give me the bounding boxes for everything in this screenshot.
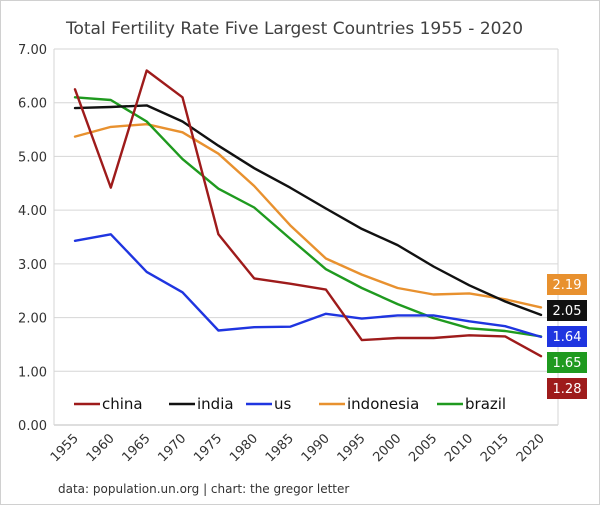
end-label-badge-us [547,326,587,347]
x-tick-label: 2005 [406,431,440,465]
legend-label-china: china [102,395,143,413]
legend-label-us: us [274,395,292,413]
source-note: data: population.un.org | chart: the gre… [58,482,349,496]
end-label-badge-indonesia [547,274,587,295]
series-line-indonesia [73,122,543,309]
end-label-value-brazil: 1.65 [553,356,582,371]
x-tick-label: 2010 [442,431,476,465]
x-tick-label: 1960 [84,431,118,465]
x-tick-label: 2020 [514,431,548,465]
end-label-badge-brazil [547,352,587,373]
x-tick-label: 1995 [335,431,369,465]
x-tick-label: 1965 [120,431,154,465]
series-lines [73,69,543,358]
y-tick-label: 7.00 [18,43,47,58]
series-line-india [73,104,543,317]
x-tick-label: 2000 [370,431,404,465]
x-tick-label: 1955 [48,431,82,465]
end-label-badge-india [547,300,587,321]
x-axis-tick-labels: 1955 1960 1965 1970 1975 1980 1985 1990 1995 2000… [48,431,548,465]
y-axis-tick-labels: 0.00 1.00 2.00 3.00 4.00 5.00 6.00 7.00 [18,43,47,434]
series-line-china [73,69,543,358]
series-line-us [73,233,543,339]
end-label-value-indonesia: 2.19 [553,278,582,293]
x-tick-label: 1980 [227,431,261,465]
x-tick-label: 2015 [478,431,512,465]
y-tick-label: 0.00 [18,419,47,434]
legend-label-indonesia: indonesia [347,395,419,413]
legend-label-india: india [197,395,234,413]
x-tick-label: 1985 [263,431,297,465]
x-tick-label: 1975 [191,431,225,465]
y-tick-label: 2.00 [18,312,47,327]
legend: china india us indonesia brazil [74,395,506,413]
x-tick-label: 1990 [299,431,333,465]
series-line-brazil [73,96,543,338]
end-label-value-china: 1.28 [553,382,582,397]
end-value-labels: 2.19 2.05 1.64 1.65 1.28 [547,274,587,399]
end-label-value-us: 1.64 [553,330,582,345]
y-tick-label: 1.00 [18,365,47,380]
end-label-badge-china [547,378,587,399]
x-tick-label: 1970 [155,431,189,465]
y-tick-label: 4.00 [18,204,47,219]
legend-label-brazil: brazil [465,395,506,413]
y-tick-label: 3.00 [18,258,47,273]
y-tick-label: 6.00 [18,97,47,112]
y-tick-label: 5.00 [18,150,47,165]
chart-title: Total Fertility Rate Five Largest Countr… [65,19,523,39]
end-label-value-india: 2.05 [553,304,582,319]
